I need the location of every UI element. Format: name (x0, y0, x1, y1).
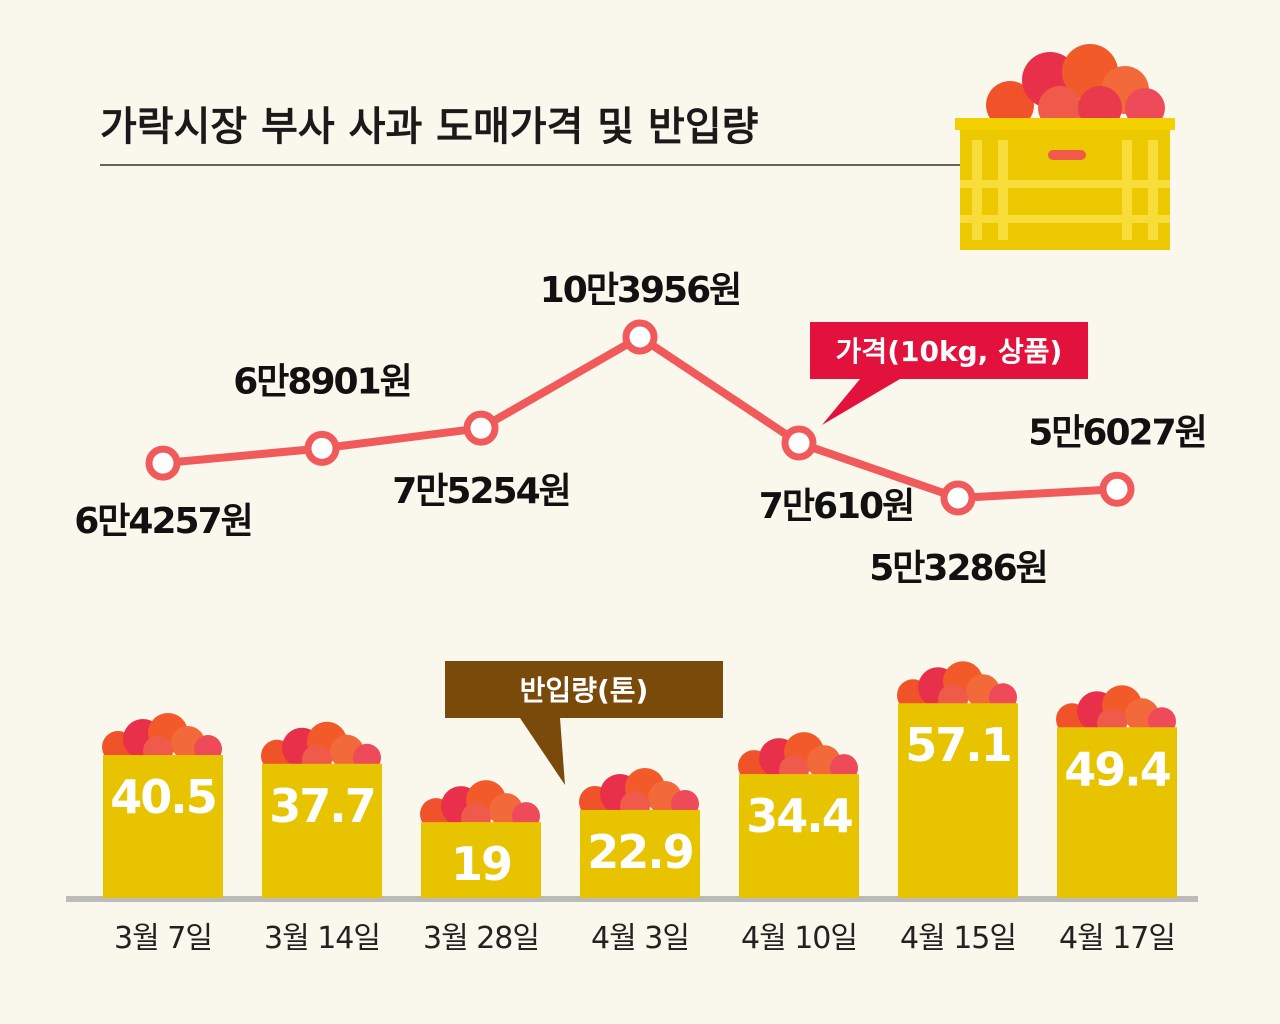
price-data-label: 7만610원 (759, 486, 913, 527)
volume-data-label: 22.9 (587, 825, 693, 879)
price-point (304, 430, 340, 466)
chart-title: 가락시장 부사 사과 도매가격 및 반입량 (100, 104, 759, 150)
x-tick-label: 3월 7일 (114, 921, 212, 956)
volume-bar (580, 809, 700, 898)
apple-crate-icon (955, 44, 1175, 250)
volume-data-label: 34.4 (746, 789, 852, 843)
volume-data-label: 57.1 (905, 718, 1011, 772)
price-line-chart: 6만4257원 6만8901원 7만5254원 10만3956원 7만610원 5만328… (74, 270, 1207, 589)
price-legend-label: 가격(10kg, 상품) (836, 335, 1063, 368)
volume-bar (1057, 727, 1177, 898)
volume-bar (262, 763, 382, 898)
volume-bar (421, 822, 541, 898)
price-point (781, 425, 817, 461)
x-tick-label: 3월 28일 (423, 921, 539, 956)
price-data-label: 5만3286원 (869, 548, 1046, 589)
volume-legend-callout: 반입량(톤) (445, 661, 723, 785)
price-point (463, 410, 499, 446)
price-point (1099, 471, 1135, 507)
x-tick-label: 3월 14일 (264, 921, 380, 956)
x-tick-label: 4월 15일 (900, 921, 1016, 956)
price-point (940, 480, 976, 516)
x-tick-label: 4월 3일 (591, 921, 689, 956)
price-data-label: 6만8901원 (233, 361, 410, 402)
baseline (66, 896, 1198, 902)
volume-bar (898, 703, 1018, 898)
volume-bar (103, 755, 223, 898)
price-legend-callout: 가격(10kg, 상품) (810, 322, 1088, 425)
volume-legend-label: 반입량(톤) (520, 674, 649, 707)
volume-data-label: 37.7 (269, 779, 375, 833)
volume-bar-chart: 40.5 3월 7일 37.7 3월 14일 19 3월 28일 22.9 4월 3일 34.4… (66, 661, 1198, 956)
x-tick-label: 4월 17일 (1059, 921, 1175, 956)
volume-bar (739, 774, 859, 898)
volume-data-label: 49.4 (1064, 742, 1170, 796)
price-data-label: 7만5254원 (392, 471, 569, 512)
volume-data-label: 19 (451, 837, 511, 891)
price-point (622, 319, 658, 355)
price-data-label: 6만4257원 (74, 501, 251, 542)
price-data-label: 5만6027원 (1028, 412, 1205, 453)
price-data-label: 10만3956원 (540, 270, 741, 311)
price-point (145, 445, 181, 481)
x-tick-label: 4월 10일 (741, 921, 857, 956)
volume-data-label: 40.5 (110, 770, 216, 824)
